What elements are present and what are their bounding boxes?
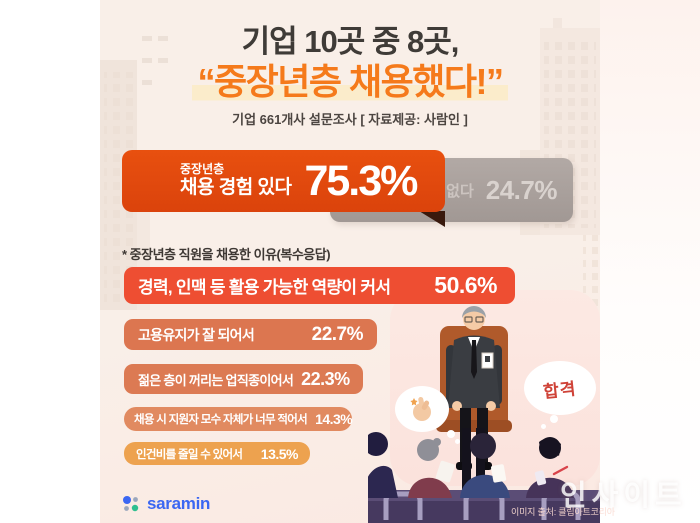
reason-bar-5: 인건비를 줄일 수 있어서 13.5% <box>124 442 310 465</box>
yes-labels: 중장년층 채용 경험 있다 <box>180 162 292 199</box>
subtitle: 기업 661개사 설문조사 [ 자료제공: 사람인 ] <box>232 112 468 127</box>
no-label: 없다 <box>446 182 474 200</box>
infographic-poster: 기업 10곳 중 8곳, “중장년층 채용했다!” 기업 661개사 설문조사 … <box>100 0 600 523</box>
title-line2: “중장년층 채용했다!” <box>100 53 600 105</box>
reason-value-5: 13.5% <box>260 445 299 462</box>
reason-label-2: 고용유지가 잘 되어서 <box>138 326 255 343</box>
yes-label-small: 중장년층 <box>180 162 225 177</box>
finger-heart-icon <box>410 396 431 421</box>
saramin-logo-icon <box>123 495 139 511</box>
reason-label-3: 젊은 층이 꺼리는 업직종이어서 <box>138 372 294 388</box>
pass-bubble-text: 합격 <box>542 378 578 402</box>
reason-bar-1: 경력, 인맥 등 활용 가능한 역량이 커서 50.6% <box>124 267 515 304</box>
insight-watermark: 인사이트 <box>560 480 687 512</box>
reasons-heading: * 중장년층 직원을 채용한 이유(복수응답) <box>122 247 331 262</box>
no-value: 24.7% <box>485 174 558 205</box>
interviewers-illustration <box>368 428 600 523</box>
yes-value: 75.3% <box>304 156 418 205</box>
reason-label-1: 경력, 인맥 등 활용 가능한 역량이 커서 <box>138 278 391 297</box>
yes-label-main: 채용 경험 있다 <box>180 176 292 198</box>
title-highlight: “중장년층 채용했다!” <box>191 61 509 102</box>
reason-bar-2: 고용유지가 잘 되어서 22.7% <box>124 319 377 350</box>
reason-label-4: 채용 시 지원자 모수 자체가 너무 적어서 <box>134 414 308 426</box>
reason-bar-3: 젊은 층이 꺼리는 업직종이어서 22.3% <box>124 364 363 394</box>
ribbon-fold <box>419 211 445 227</box>
reason-value-4: 14.3% <box>315 411 353 427</box>
pass-bubble: 합격 <box>524 361 596 415</box>
bubble-left-dot <box>447 430 455 438</box>
yes-experience-bar: 중장년층 채용 경험 있다 75.3% <box>122 150 445 212</box>
image-credit: 이미지 출처: 클립아트코리아 <box>511 507 615 517</box>
bubble-right-dot-small <box>541 424 546 429</box>
title-line1: 기업 10곳 중 8곳, <box>241 24 460 59</box>
reason-label-5: 인건비를 줄일 수 있어서 <box>136 448 243 461</box>
reason-value-2: 22.7% <box>311 323 364 345</box>
reason-value-1: 50.6% <box>434 272 497 298</box>
bubble-left-dot-small <box>455 439 460 444</box>
reason-value-3: 22.3% <box>301 368 350 389</box>
reason-bar-4: 채용 시 지원자 모수 자체가 너무 적어서 14.3% <box>124 407 353 431</box>
page-right-margin <box>600 0 700 523</box>
saramin-logo: saramin <box>122 494 210 514</box>
saramin-logo-text: saramin <box>147 494 211 513</box>
finger-heart-bubble <box>395 386 449 432</box>
bubble-right-dot <box>550 415 558 423</box>
